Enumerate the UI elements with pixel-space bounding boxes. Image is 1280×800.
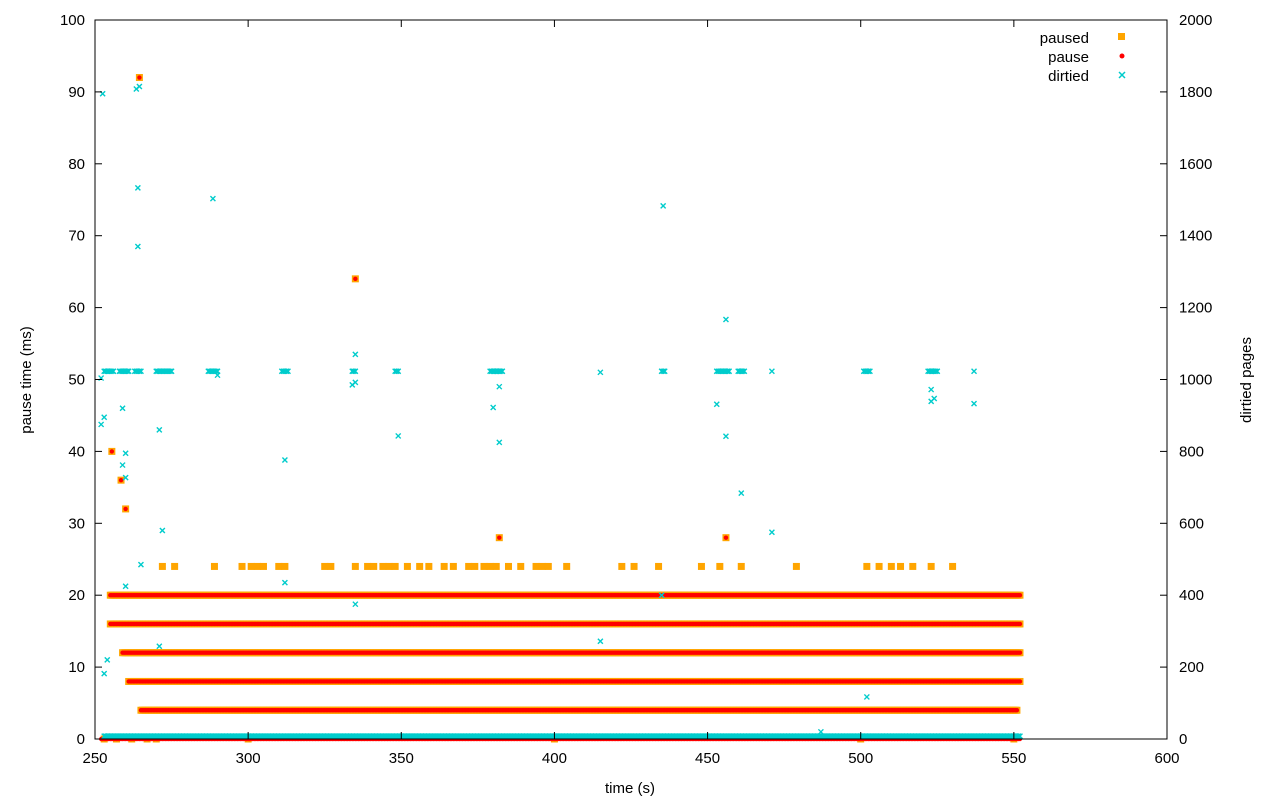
point-paused	[697, 562, 705, 570]
point-paused	[532, 562, 540, 570]
point-paused	[321, 562, 329, 570]
point-paused	[563, 562, 571, 570]
point-paused	[792, 562, 800, 570]
point-paused	[716, 562, 724, 570]
point-paused	[259, 562, 267, 570]
point-paused	[504, 562, 512, 570]
point-paused	[887, 562, 895, 570]
point-paused	[863, 562, 871, 570]
point-paused	[517, 562, 525, 570]
point-paused	[391, 562, 399, 570]
point-paused	[538, 562, 546, 570]
point-pause	[1017, 650, 1023, 655]
point-paused	[364, 562, 372, 570]
point-paused	[238, 562, 246, 570]
marks-layer	[98, 74, 1024, 743]
point-paused	[927, 562, 935, 570]
point-paused	[949, 562, 957, 570]
point-paused	[370, 562, 378, 570]
point-paused	[449, 562, 457, 570]
point-paused	[385, 562, 393, 570]
point-paused	[655, 562, 663, 570]
point-paused	[492, 562, 500, 570]
point-paused	[544, 562, 552, 570]
point-paused	[737, 562, 745, 570]
point-paused	[465, 562, 473, 570]
point-paused	[379, 562, 387, 570]
point-paused	[440, 562, 448, 570]
point-paused	[471, 562, 479, 570]
point-paused	[275, 562, 283, 570]
point-paused	[403, 562, 411, 570]
point-paused	[486, 562, 494, 570]
point-paused	[210, 562, 218, 570]
point-paused	[630, 562, 638, 570]
point-paused	[425, 562, 433, 570]
point-paused	[158, 562, 166, 570]
point-paused	[171, 562, 179, 570]
point-paused	[247, 562, 255, 570]
point-pause	[1017, 593, 1023, 598]
point-paused	[327, 562, 335, 570]
point-paused	[253, 562, 261, 570]
point-paused	[909, 562, 917, 570]
point-paused	[897, 562, 905, 570]
point-paused	[480, 562, 488, 570]
point-paused	[351, 562, 359, 570]
point-paused	[416, 562, 424, 570]
point-paused	[281, 562, 289, 570]
point-paused	[618, 562, 626, 570]
point-pause	[1017, 621, 1023, 627]
point-paused	[875, 562, 883, 570]
